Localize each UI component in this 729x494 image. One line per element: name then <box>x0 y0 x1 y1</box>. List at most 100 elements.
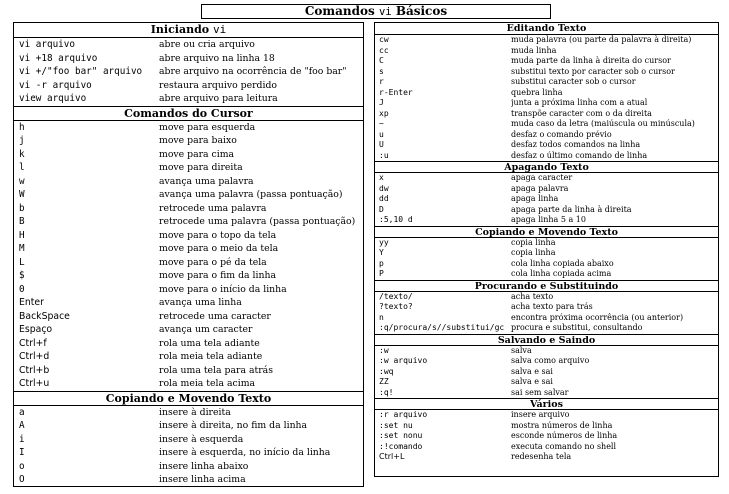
command-key: n <box>379 312 384 322</box>
command-row: yy copia linha <box>375 238 718 249</box>
command-description: esconde números de linha <box>511 431 618 440</box>
title-text: Comandos <box>304 4 375 18</box>
command-row: p cola linha copiada abaixo <box>375 259 718 270</box>
command-description: avança um caracter <box>159 324 253 335</box>
command-description: retrocede uma palavra <box>159 202 267 214</box>
command-description: abre ou cria arquivo <box>159 39 255 50</box>
command-description: insere arquivo <box>511 410 570 419</box>
command-row: ?texto? acha texto para trás <box>375 302 718 313</box>
command-row: Ctrl+d rola meia tela adiante <box>14 350 363 364</box>
command-key: x <box>379 173 384 182</box>
command-description: substitui caracter sob o cursor <box>511 77 636 86</box>
command-description: rola meia tela acima <box>159 378 256 389</box>
command-description: insere linha acima <box>159 474 246 485</box>
command-row: ~ muda caso da letra (maiúscula ou minúsc… <box>375 119 718 130</box>
command-description: apaga caracter <box>511 173 573 182</box>
command-row: i insere à esquerda <box>14 433 363 447</box>
command-row: :r arquivo insere arquivo <box>375 410 718 421</box>
command-key: :q/procura/s//substitui/gc <box>379 323 505 332</box>
command-row: a insere à direita <box>14 406 363 420</box>
command-row: 0 move para o início da linha <box>14 283 363 297</box>
command-row: :u desfaz o último comando de linha <box>375 151 718 162</box>
section-heading-apagando-texto: Apagando Texto <box>375 161 718 173</box>
command-row: view arquivo abre arquivo para leitura <box>14 92 363 106</box>
section-heading-text: Vários <box>530 399 563 410</box>
command-description: move para o fim da linha <box>159 270 276 281</box>
section-heading-text: Comandos do Cursor <box>124 106 253 120</box>
command-row: k move para cima <box>14 148 363 162</box>
command-description: move para direita <box>159 162 243 173</box>
command-description: executa comando no shell <box>511 441 617 451</box>
command-key: W <box>19 189 25 200</box>
command-description: move para o início da linha <box>159 283 287 295</box>
command-row: :w arquivo salva como arquivo <box>375 356 718 367</box>
command-key: dd <box>379 194 389 203</box>
command-row: vi -r arquivo restaura arquivo perdido <box>14 79 363 93</box>
command-key: b <box>19 202 25 214</box>
command-description: procura e substitui, consultando <box>511 323 643 332</box>
command-description: move para baixo <box>159 135 237 146</box>
command-key: view arquivo <box>19 93 87 104</box>
command-key: Ctrl+u <box>19 378 50 389</box>
command-key: H <box>19 229 25 241</box>
command-key: P <box>379 269 384 278</box>
command-key: a <box>19 406 25 418</box>
command-row: /texto/acha texto <box>375 292 718 303</box>
command-description: insere à esquerda <box>159 433 244 445</box>
command-description: apaga linha <box>511 194 559 203</box>
command-key: r-Enter <box>379 87 413 97</box>
section-heading-procurando-e-substituindo: Procurando e Substituindo <box>375 279 718 292</box>
command-description: salva como arquivo <box>511 356 590 365</box>
command-row: Ctrl+u rola meia tela acima <box>14 377 363 391</box>
command-key: I <box>19 447 25 458</box>
section-heading-text: Salvando e Saindo <box>497 334 596 346</box>
command-key: k <box>19 148 25 160</box>
command-key: ?texto? <box>379 302 413 311</box>
command-row: dd apaga linha <box>375 194 718 205</box>
command-key: $ <box>19 270 25 281</box>
command-description: insere à direita <box>159 406 231 418</box>
command-key: ~ <box>379 119 384 128</box>
command-description: salva <box>511 345 532 355</box>
command-description: rola uma tela para atrás <box>159 364 273 376</box>
command-description: retrocede uma caracter <box>159 310 271 322</box>
command-description: muda parte da linha à direita do cursor <box>511 56 671 65</box>
section-heading-text: Procurando e Substituindo <box>474 280 619 292</box>
command-row: u desfaz o comando prévio <box>375 130 718 141</box>
command-row: h move para esquerda <box>14 121 363 135</box>
command-row: :set nonu esconde números de linha <box>375 431 718 442</box>
command-description: insere à esquerda, no início da linha <box>159 447 331 458</box>
command-key: Ctrl+d <box>19 351 50 362</box>
command-description: acha texto para trás <box>511 302 593 311</box>
command-key: vi arquivo <box>19 39 75 50</box>
command-key: /texto/ <box>379 291 413 301</box>
command-key: BackSpace <box>19 310 70 322</box>
command-key: p <box>379 258 384 268</box>
command-key: :u <box>379 150 389 160</box>
section-heading-text: Iniciando <box>150 23 210 36</box>
command-row: ZZ salva e sai <box>375 377 718 388</box>
command-description: salva e sai <box>511 377 553 386</box>
command-description: junta a próxima linha com a atual <box>511 98 648 107</box>
command-key: :wq <box>379 366 394 376</box>
command-key: cc <box>379 45 389 55</box>
command-row: vi +18 arquivo abre arquivo na linha 18 <box>14 52 363 66</box>
left-panel: Iniciando vi vi arquivo abre ou cria arqui… <box>13 22 364 487</box>
command-key: Y <box>379 248 384 257</box>
command-row: :5,10 d apaga linha 5 a 10 <box>375 215 718 226</box>
command-key: yy <box>379 237 389 247</box>
command-row: l move para direita <box>14 161 363 175</box>
command-description: quebra linha <box>511 87 563 97</box>
command-description: restaura arquivo perdido <box>159 79 277 91</box>
command-key: :!comando <box>379 441 423 451</box>
command-key: vi +/"foo bar" arquivo <box>19 66 143 77</box>
command-row: :wq salva e sai <box>375 367 718 378</box>
section-heading-varios: Vários <box>375 398 718 410</box>
command-description: move para o topo da tela <box>159 229 277 241</box>
command-key: o <box>19 460 25 472</box>
command-description: copia linha <box>511 237 556 247</box>
